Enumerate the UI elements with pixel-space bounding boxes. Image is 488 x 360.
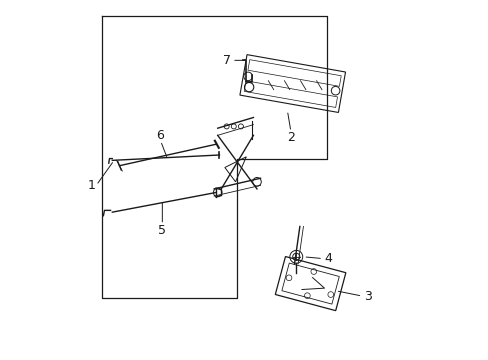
Text: 3: 3 bbox=[363, 289, 371, 303]
Text: 5: 5 bbox=[158, 224, 166, 237]
Text: 1: 1 bbox=[87, 179, 95, 192]
Text: 4: 4 bbox=[324, 252, 332, 265]
Text: 2: 2 bbox=[286, 131, 294, 144]
Text: 6: 6 bbox=[156, 129, 164, 142]
Text: 7: 7 bbox=[222, 54, 230, 67]
